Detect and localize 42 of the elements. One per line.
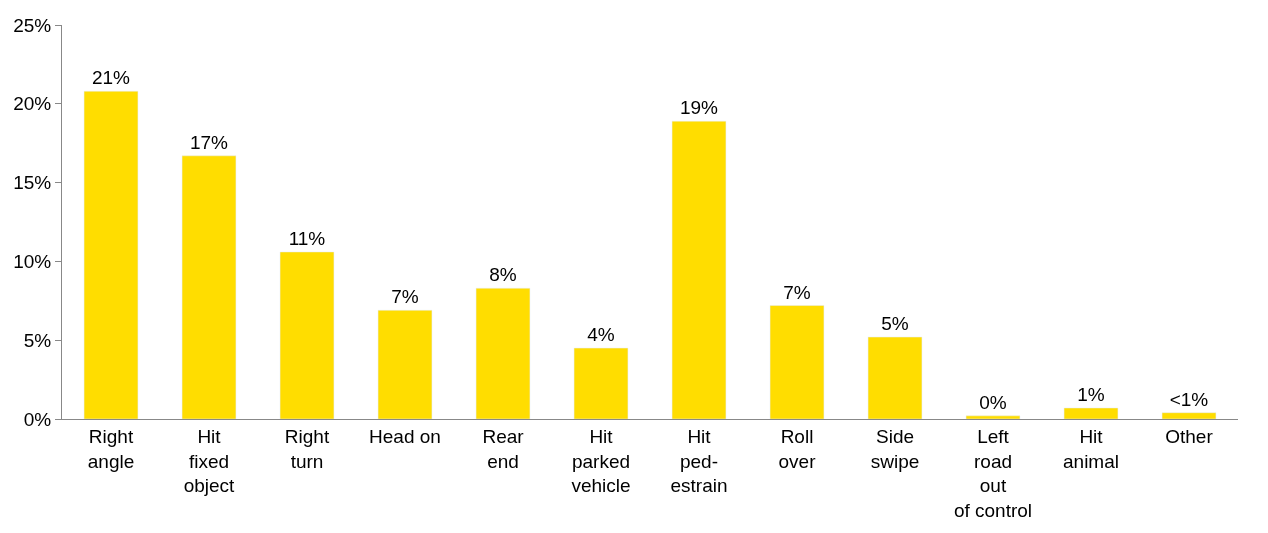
bar: [475, 287, 531, 419]
x-tick-label: Right angle: [87, 425, 135, 472]
x-tick-label: Hit ped- estrain: [670, 425, 728, 497]
data-label: 7%: [391, 286, 419, 308]
bar: [1063, 407, 1119, 419]
bar: [83, 90, 139, 419]
bar: [867, 336, 923, 419]
data-label: <1%: [1169, 388, 1209, 410]
data-label: 21%: [91, 67, 131, 89]
x-tick-label: Hit animal: [1063, 425, 1119, 472]
data-label: 5%: [881, 313, 909, 335]
data-label: 17%: [189, 131, 229, 153]
data-label: 0%: [979, 391, 1007, 413]
x-tick-label: Roll over: [778, 425, 817, 472]
y-tick-label: 10%: [13, 251, 52, 273]
data-label: 11%: [288, 227, 326, 249]
data-label: 1%: [1077, 383, 1105, 405]
bar: [1161, 412, 1217, 419]
y-tick-label: 15%: [13, 172, 52, 194]
bar: [769, 305, 825, 419]
bar: [965, 415, 1021, 419]
y-tick-label: 0%: [23, 408, 52, 430]
bar: [671, 120, 727, 419]
data-label: 4%: [587, 324, 615, 346]
data-label: 7%: [783, 281, 811, 303]
x-tick-label: Rear end: [482, 425, 525, 472]
y-tick-label: 20%: [13, 93, 52, 115]
bar: [377, 310, 433, 419]
x-tick-label: Right turn: [284, 425, 330, 472]
x-tick-label: Left road out of control: [953, 425, 1033, 521]
x-tick-label: Head on: [369, 425, 441, 447]
y-tick-label: 5%: [23, 329, 52, 351]
bar: [279, 251, 335, 419]
x-tick-label: Other: [1165, 425, 1214, 447]
x-tick-label: Side swipe: [870, 425, 920, 472]
x-tick-label: Hit parked vehicle: [571, 425, 631, 497]
y-tick-label: 25%: [13, 14, 52, 36]
data-label: 19%: [679, 97, 719, 119]
bar: [573, 347, 629, 419]
x-tick-label: Hit fixed object: [183, 425, 236, 497]
bar: [181, 155, 237, 419]
data-label: 8%: [489, 264, 517, 286]
